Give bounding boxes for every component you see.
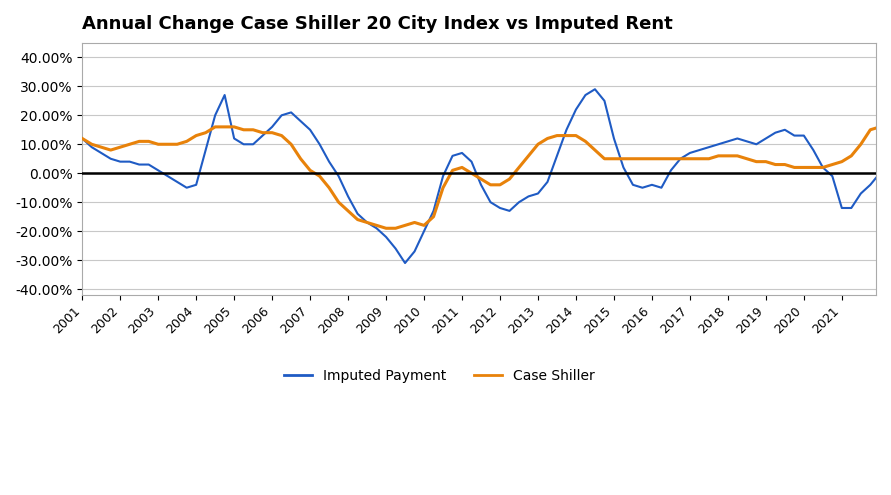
Case Shiller [305,167,315,173]
Case Shiller [495,182,505,188]
Imputed Payment [400,260,411,266]
Imputed Payment [315,141,325,147]
Imputed Payment [77,136,87,142]
Imputed Payment [96,150,107,156]
Case Shiller [315,173,325,179]
Case Shiller [96,144,107,150]
Imputed Payment [495,205,505,211]
Imputed Payment [570,106,581,112]
Legend: Imputed Payment, Case Shiller: Imputed Payment, Case Shiller [279,364,601,389]
Text: Annual Change Case Shiller 20 City Index vs Imputed Rent: Annual Change Case Shiller 20 City Index… [82,15,673,33]
Imputed Payment [305,127,315,133]
Line: Imputed Payment: Imputed Payment [82,89,891,263]
Line: Case Shiller: Case Shiller [82,118,891,228]
Case Shiller [77,136,87,142]
Case Shiller [855,141,866,147]
Case Shiller [380,225,391,231]
Imputed Payment [590,86,601,92]
Imputed Payment [741,139,752,145]
Case Shiller [570,133,581,139]
